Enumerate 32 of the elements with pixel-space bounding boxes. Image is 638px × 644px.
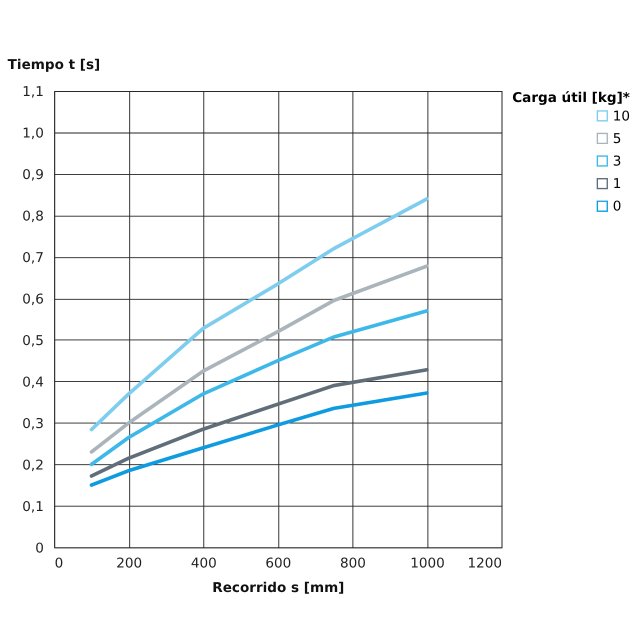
x-tick-label: 800: [340, 556, 366, 572]
y-tick-label: 0,5: [22, 332, 44, 349]
y-tick-label: 0: [35, 540, 44, 556]
y-tick-label: 0,9: [22, 166, 44, 183]
legend-label: 10: [612, 108, 630, 124]
y-tick-label: 0,7: [22, 250, 44, 266]
line-series: [90, 264, 429, 454]
legend-label: 3: [612, 154, 622, 170]
x-tick-label: 0: [54, 556, 64, 572]
y-tick-label: 1,1: [22, 84, 44, 100]
y-tick-label: 0,6: [22, 291, 44, 308]
line-series: [90, 197, 429, 432]
x-tick-label: 200: [116, 556, 142, 572]
x-tick-label: 1000: [410, 556, 445, 572]
y-tick-label: 0,4: [22, 374, 44, 390]
y-tick-label: 0,8: [22, 208, 44, 224]
x-axis-title: Recorrido s [mm]: [212, 580, 344, 596]
x-tick-label: 1200: [468, 556, 502, 572]
line-series: [90, 391, 429, 487]
legend-title: Carga útil [kg]*: [512, 90, 630, 106]
x-tick-label: 600: [265, 556, 292, 572]
legend-label: 1: [612, 176, 622, 192]
x-tick-label: 400: [190, 556, 217, 572]
legend-label: 0: [612, 198, 622, 215]
legend-label: 5: [612, 130, 622, 147]
y-tick-label: 0,2: [22, 457, 44, 474]
y-tick-label: 0,1: [22, 498, 44, 515]
line-series: [90, 309, 429, 466]
y-tick-label: 0,3: [22, 416, 44, 432]
y-tick-label: 1,0: [22, 125, 44, 142]
line-series: [90, 368, 429, 478]
y-axis-title: Tiempo t [s]: [8, 56, 100, 73]
